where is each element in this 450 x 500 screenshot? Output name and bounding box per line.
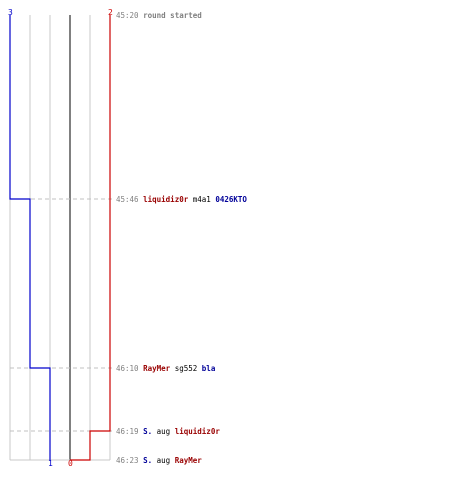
event-part: 0426KTO [211, 195, 248, 204]
event-time: 45:20 round started [116, 11, 202, 20]
footer-red-count: 0 [68, 459, 73, 468]
event-part: aug [152, 456, 170, 465]
event-part: S. [139, 427, 153, 436]
event-part: liquidiz0r [170, 427, 220, 436]
event-part: liquidiz0r [139, 195, 189, 204]
event-part: sg552 [170, 364, 197, 373]
event-part: RayMer [170, 456, 202, 465]
red-team-alive-line [70, 15, 111, 461]
event-time: 45:46 liquidiz0r m4a1 0426KTO [116, 195, 247, 204]
header-blue-count: 3 [8, 8, 13, 17]
event-row: 46:23 S. aug RayMer [116, 456, 202, 465]
event-part: RayMer [139, 364, 171, 373]
event-time: 46:19 S. aug liquidiz0r [116, 427, 220, 436]
event-time: 46:10 RayMer sg552 bla [116, 364, 216, 373]
blue-team-alive-line [9, 15, 51, 460]
event-part: bla [197, 364, 216, 373]
event-part: aug [152, 427, 170, 436]
event-row: 45:20 round started [116, 11, 202, 20]
event-part: round started [139, 11, 202, 20]
header-red-count: 2 [108, 8, 113, 17]
event-time: 46:23 S. aug RayMer [116, 456, 202, 465]
event-part: S. [139, 456, 153, 465]
event-part: m4a1 [188, 195, 211, 204]
event-row: 46:19 S. aug liquidiz0r [116, 427, 220, 436]
footer-blue-count: 1 [48, 459, 53, 468]
event-row: 46:10 RayMer sg552 bla [116, 364, 216, 373]
event-row: 45:46 liquidiz0r m4a1 0426KTO [116, 195, 247, 204]
